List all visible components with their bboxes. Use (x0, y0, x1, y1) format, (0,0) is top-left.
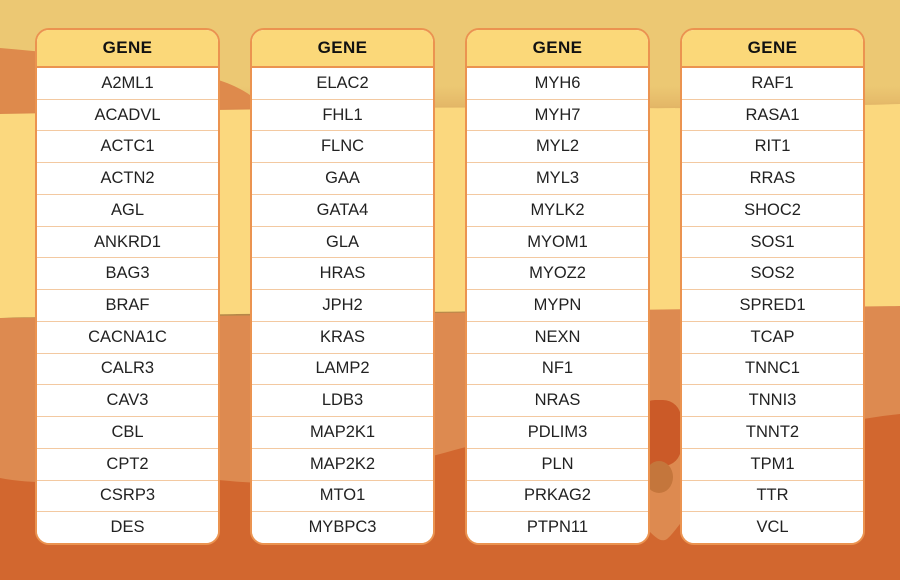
gene-cell: SOS2 (682, 257, 863, 290)
gene-cell: TTR (682, 479, 863, 512)
gene-cell: MAP2K2 (252, 447, 433, 480)
gene-table-1: GENE A2ML1 ACADVL ACTC1 ACTN2 AGL ANKRD1 BAG3 B… (35, 28, 220, 545)
gene-table-3: GENE MYH6 MYH7 MYL2 MYL3 MYLK2 MYOM1 MYOZ2 MYPN… (465, 28, 650, 545)
gene-cell: ACTN2 (37, 162, 218, 194)
gene-cell: HRAS (252, 257, 433, 290)
gene-cell: MYOM1 (467, 225, 648, 258)
gene-cell: PTPN11 (467, 511, 648, 543)
background-band-dark-orange (0, 414, 900, 580)
gene-cell: GAA (252, 162, 433, 194)
gene-cell: MYH7 (467, 98, 648, 131)
gene-cell: NF1 (467, 352, 648, 385)
gene-cell: RIT1 (682, 130, 863, 163)
gene-cell: A2ML1 (37, 68, 218, 99)
gene-cell: DES (37, 511, 218, 543)
gene-cell: ANKRD1 (37, 225, 218, 258)
gene-cell: SOS1 (682, 225, 863, 258)
gene-cell: VCL (682, 511, 863, 543)
gene-cell: PLN (467, 447, 648, 480)
gene-cell: RRAS (682, 162, 863, 194)
gene-cell: JPH2 (252, 289, 433, 321)
gene-cell: TCAP (682, 320, 863, 353)
gene-table-2: GENE ELAC2 FHL1 FLNC GAA GATA4 GLA HRAS JPH2 KRA… (250, 28, 435, 545)
gene-cell: NRAS (467, 384, 648, 417)
gene-cell: MTO1 (252, 479, 433, 512)
gene-table-header: GENE (682, 30, 863, 68)
gene-cell: CACNA1C (37, 320, 218, 353)
gene-cell: RASA1 (682, 98, 863, 131)
gene-cell: ELAC2 (252, 68, 433, 99)
gene-table-rows: MYH6 MYH7 MYL2 MYL3 MYLK2 MYOM1 MYOZ2 MYPN NEXN N… (467, 68, 648, 543)
gene-cell: SPRED1 (682, 289, 863, 321)
gene-cell: MYL3 (467, 162, 648, 194)
gene-cell: TNNT2 (682, 416, 863, 448)
gene-cell: MYOZ2 (467, 257, 648, 290)
gene-cell: GATA4 (252, 193, 433, 226)
gene-cell: MYH6 (467, 68, 648, 99)
background-band-yellow (0, 104, 900, 318)
gene-table-header: GENE (252, 30, 433, 68)
gene-cell: MYLK2 (467, 193, 648, 226)
gene-table-rows: RAF1 RASA1 RIT1 RRAS SHOC2 SOS1 SOS2 SPRED1 TCAP… (682, 68, 863, 543)
gene-cell: MAP2K1 (252, 416, 433, 448)
gene-cell: PDLIM3 (467, 416, 648, 448)
gene-cell: CALR3 (37, 352, 218, 385)
gene-cell: AGL (37, 193, 218, 226)
gene-cell: FHL1 (252, 98, 433, 131)
gene-cell: FLNC (252, 130, 433, 163)
gene-tables-group: GENE A2ML1 ACADVL ACTC1 ACTN2 AGL ANKRD1 BAG3 B… (35, 28, 865, 545)
gene-cell: MYPN (467, 289, 648, 321)
gene-table-header: GENE (37, 30, 218, 68)
gene-cell: PRKAG2 (467, 479, 648, 512)
gene-table-rows: A2ML1 ACADVL ACTC1 ACTN2 AGL ANKRD1 BAG3 BRAF CA… (37, 68, 218, 543)
gene-table-header: GENE (467, 30, 648, 68)
gene-table-rows: ELAC2 FHL1 FLNC GAA GATA4 GLA HRAS JPH2 KRAS LAMP… (252, 68, 433, 543)
gene-cell: SHOC2 (682, 193, 863, 226)
gene-cell: MYBPC3 (252, 511, 433, 543)
gene-cell: TNNC1 (682, 352, 863, 385)
gene-cell: MYL2 (467, 130, 648, 163)
gene-cell: LAMP2 (252, 352, 433, 385)
gene-cell: LDB3 (252, 384, 433, 417)
gene-cell: GLA (252, 225, 433, 258)
gene-cell: NEXN (467, 320, 648, 353)
gene-cell: ACTC1 (37, 130, 218, 163)
gene-cell: CAV3 (37, 384, 218, 417)
gene-cell: CBL (37, 416, 218, 448)
gene-cell: CPT2 (37, 447, 218, 480)
background-blob-brown (645, 461, 673, 493)
gene-cell: BAG3 (37, 257, 218, 290)
gene-cell: CSRP3 (37, 479, 218, 512)
gene-cell: ACADVL (37, 98, 218, 131)
gene-cell: BRAF (37, 289, 218, 321)
gene-table-4: GENE RAF1 RASA1 RIT1 RRAS SHOC2 SOS1 SOS2 SPRED… (680, 28, 865, 545)
gene-cell: KRAS (252, 320, 433, 353)
gene-cell: TPM1 (682, 447, 863, 480)
gene-cell: TNNI3 (682, 384, 863, 417)
gene-cell: RAF1 (682, 68, 863, 99)
